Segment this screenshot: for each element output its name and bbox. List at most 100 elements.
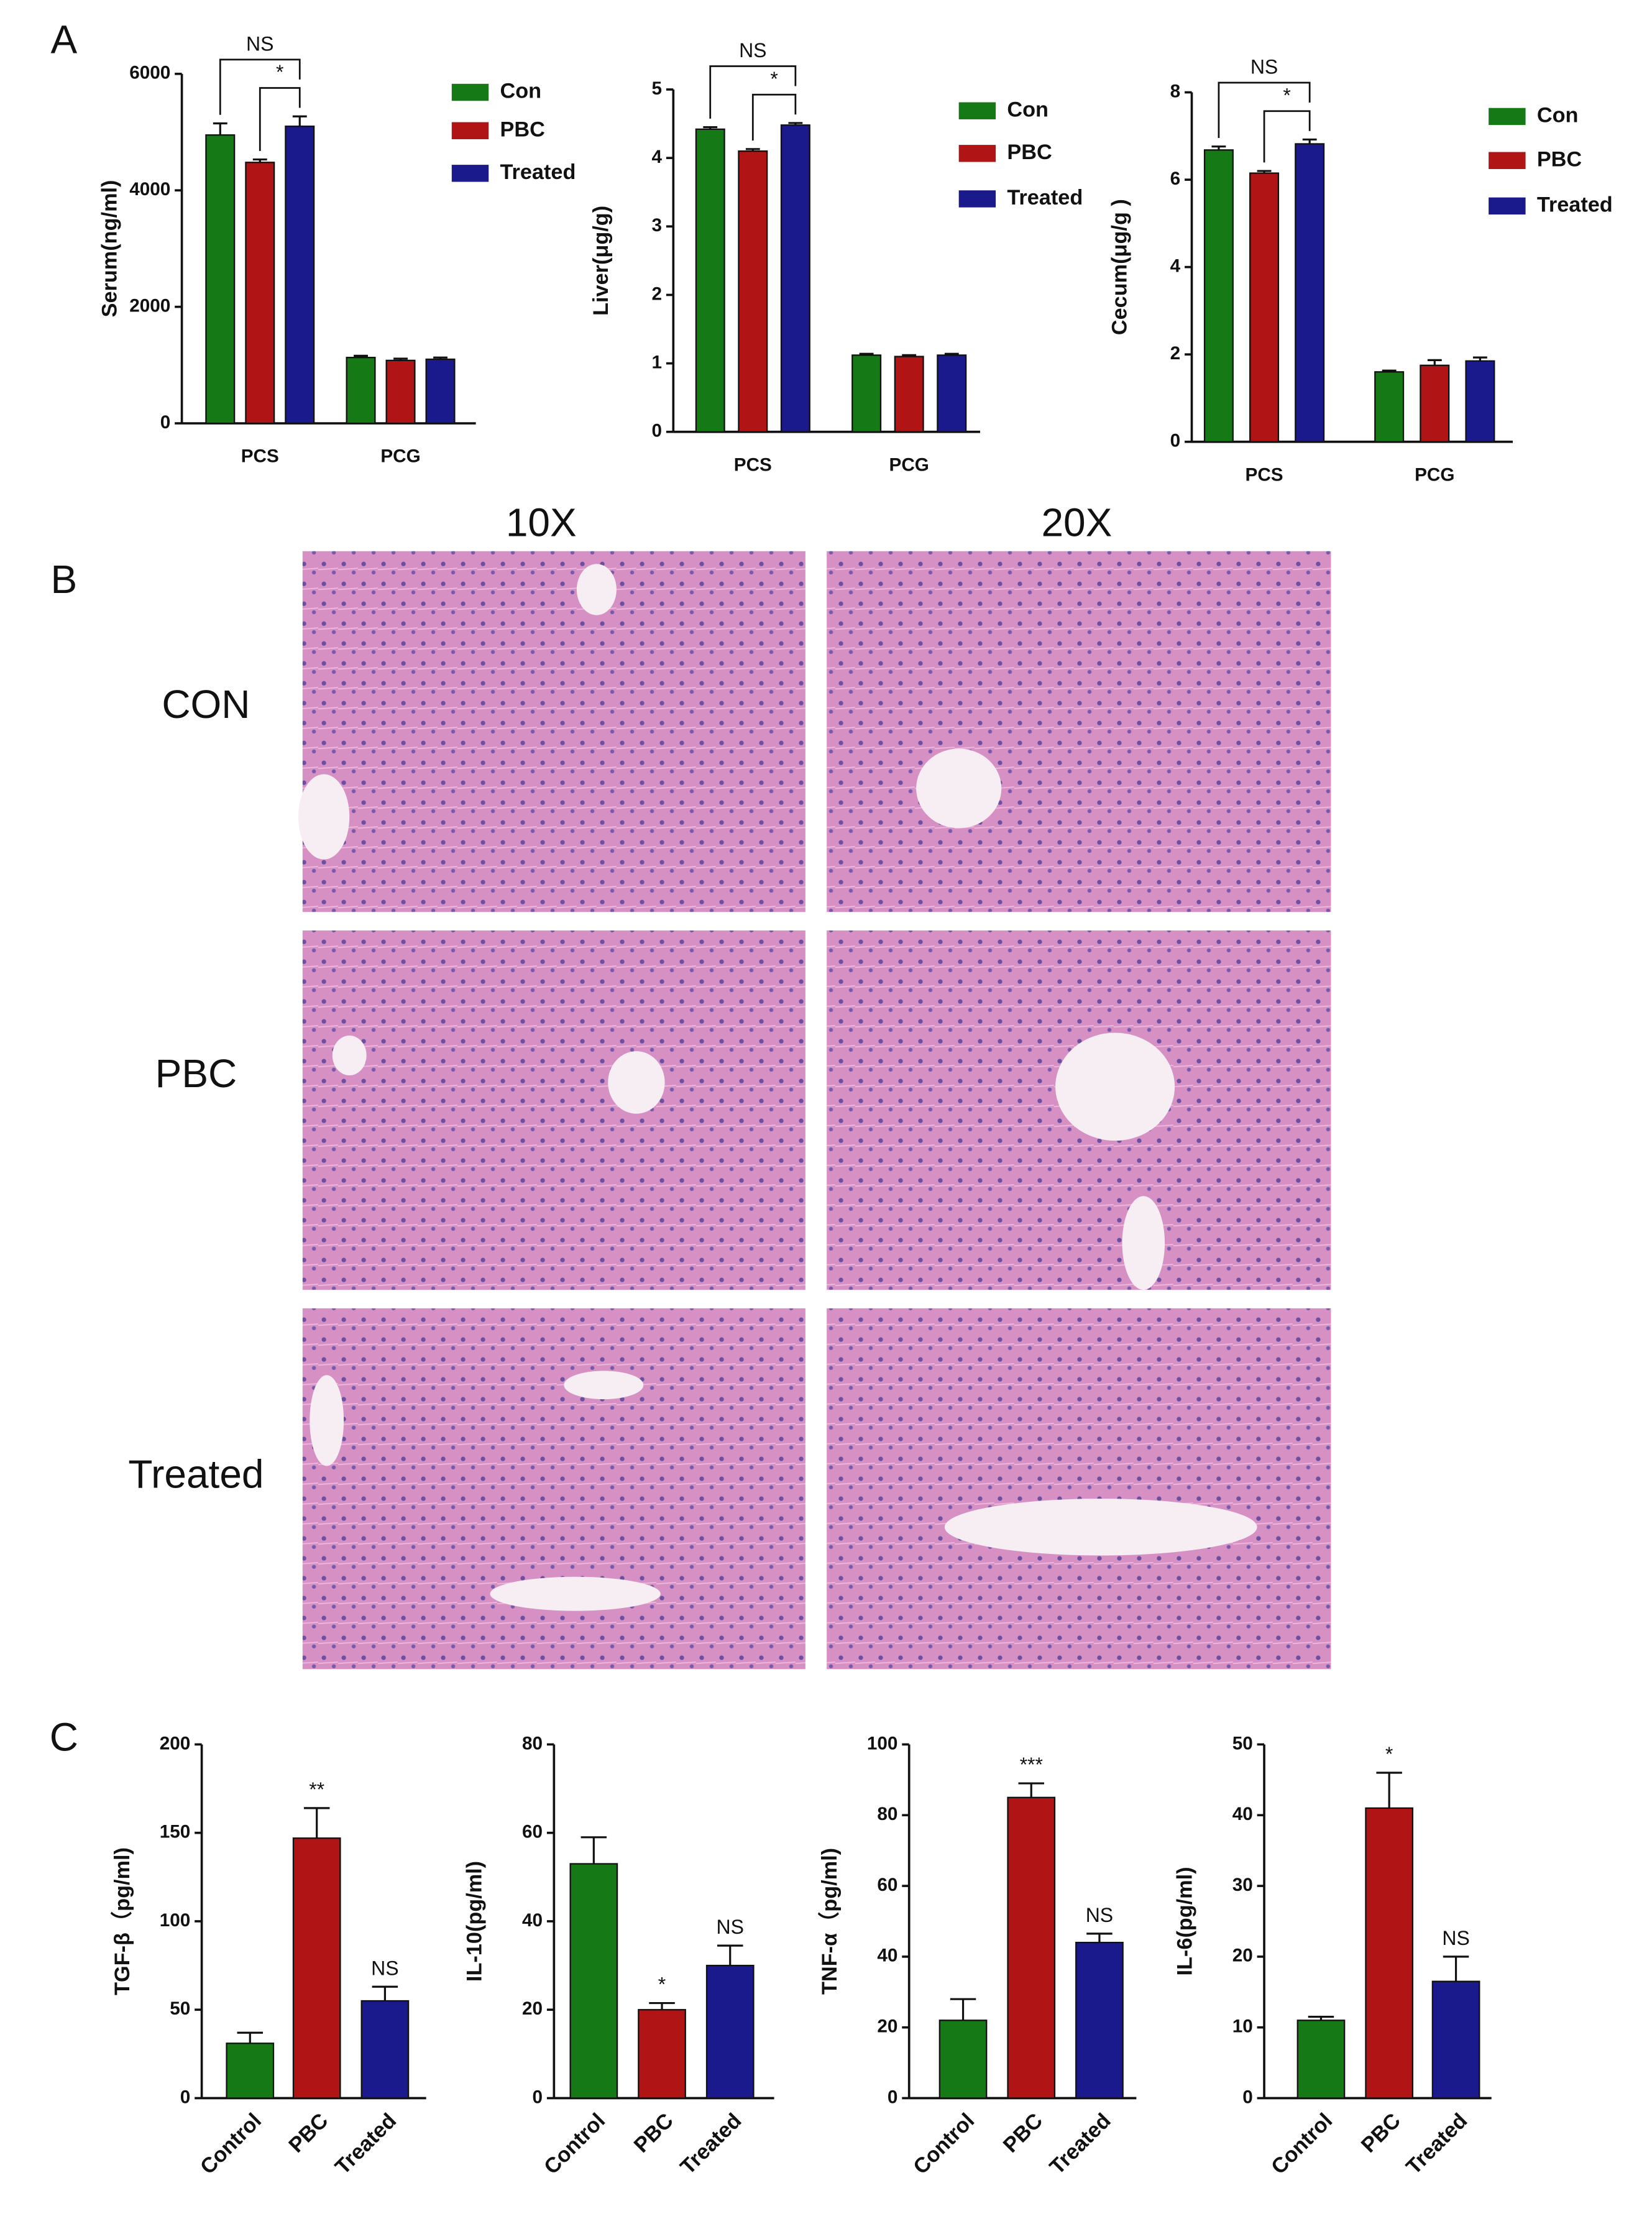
y-tick-label: 8 (1170, 81, 1181, 101)
y-axis-label: IL-6(pg/ml) (1173, 1867, 1196, 1975)
y-tick-label: 30 (1232, 1875, 1253, 1895)
legend-label: Treated (500, 160, 576, 184)
x-tick-label: PCG (889, 454, 929, 475)
panel-label: C (50, 1715, 78, 1760)
row-label: CON (162, 682, 250, 727)
histology-image (302, 551, 805, 912)
y-tick-label: 60 (522, 1822, 543, 1842)
vessel (564, 1371, 644, 1400)
vessel (608, 1051, 665, 1114)
y-tick-label: 40 (522, 1910, 543, 1931)
y-tick-label: 80 (877, 1804, 897, 1824)
significance-bracket (1218, 81, 1311, 138)
bar (385, 359, 416, 425)
legend-swatch (451, 122, 489, 139)
significance-bracket (219, 58, 301, 115)
row-label: PBC (155, 1051, 237, 1096)
bar (292, 1837, 341, 2099)
bar (1365, 1807, 1414, 2099)
significance-label: NS (1086, 1904, 1113, 1926)
y-tick-label: 80 (522, 1733, 543, 1753)
column-label: 20X (1041, 500, 1112, 545)
legend-label: Con (1007, 98, 1049, 121)
bar (1374, 371, 1405, 443)
y-tick-label: 100 (867, 1733, 898, 1753)
vessel (298, 774, 350, 860)
panel-label: B (51, 557, 78, 602)
vessel (944, 1499, 1257, 1556)
bar (938, 2020, 988, 2099)
y-axis-label: TGF-β（pg/ml) (110, 1847, 134, 1995)
significance-label: NS (246, 32, 273, 55)
significance-label: *** (1020, 1753, 1043, 1776)
significance-label: * (658, 1974, 666, 1996)
significance-label: * (770, 68, 778, 90)
bar (780, 124, 810, 433)
x-tick-label: PCS (1246, 464, 1283, 485)
significance-bracket (1263, 110, 1311, 163)
y-tick-label: 100 (160, 1910, 191, 1931)
x-tick-label: PBC (630, 2109, 678, 2157)
y-axis-label: Liver(μg/g) (589, 206, 613, 316)
bar (285, 126, 315, 425)
y-tick-label: 20 (877, 2016, 897, 2037)
bar (226, 2042, 275, 2099)
y-tick-label: 40 (1232, 1804, 1253, 1824)
x-tick-label: Treated (676, 2109, 746, 2179)
y-axis-label: Serum(ng/ml) (98, 180, 121, 318)
histology-grid (298, 551, 1331, 1670)
histology-image (827, 1308, 1331, 1670)
y-tick-label: 5 (652, 78, 663, 99)
y-tick-label: 1 (652, 352, 663, 372)
y-tick-label: 0 (1170, 431, 1181, 451)
y-tick-label: 50 (170, 1998, 190, 2019)
y-tick-label: 0 (888, 2087, 898, 2107)
y-tick-label: 2 (1170, 343, 1181, 364)
x-tick-label: PCG (1415, 464, 1454, 485)
bar (1420, 364, 1450, 443)
y-tick-label: 0 (652, 421, 663, 441)
legend-swatch (451, 165, 489, 182)
bar (738, 150, 768, 433)
y-tick-label: 40 (877, 1946, 897, 1966)
significance-label: ** (309, 1778, 324, 1801)
bar (1203, 149, 1234, 443)
significance-label: NS (1250, 56, 1278, 78)
legend-label: Treated (1537, 193, 1613, 216)
y-tick-label: 150 (160, 1822, 191, 1842)
x-tick-label: PBC (284, 2109, 333, 2157)
x-tick-label: PCS (734, 454, 772, 475)
y-tick-label: 0 (160, 412, 171, 433)
y-axis-label: IL-10(pg/ml) (463, 1861, 487, 1982)
x-tick-label: PCG (380, 446, 420, 467)
vessel (916, 748, 1002, 829)
significance-label: * (1385, 1743, 1393, 1765)
bar (205, 134, 236, 425)
bar (1295, 143, 1325, 443)
legend-label: PBC (1007, 140, 1052, 164)
bar (425, 358, 456, 425)
bar (360, 2000, 410, 2099)
y-tick-label: 2000 (129, 295, 170, 316)
bar (346, 357, 376, 425)
legend-swatch (1489, 197, 1526, 215)
bar (245, 162, 275, 425)
significance-label: NS (371, 1957, 398, 1979)
y-axis-label: TNF-α（pg/ml) (817, 1848, 842, 1995)
histology-image (827, 551, 1331, 912)
vessel (490, 1576, 661, 1611)
y-tick-label: 4000 (129, 179, 170, 200)
panel-label: A (51, 17, 78, 62)
bar (1465, 360, 1495, 443)
bar (1075, 1941, 1124, 2099)
legend-label: Con (1537, 103, 1579, 127)
significance-label: NS (1442, 1927, 1469, 1949)
significance-bracket (709, 65, 797, 119)
x-tick-label: Treated (1045, 2109, 1116, 2179)
legend-label: Treated (1007, 186, 1083, 209)
legend-label: PBC (500, 117, 545, 141)
legend-swatch (958, 190, 996, 208)
x-tick-label: Treated (331, 2109, 401, 2179)
